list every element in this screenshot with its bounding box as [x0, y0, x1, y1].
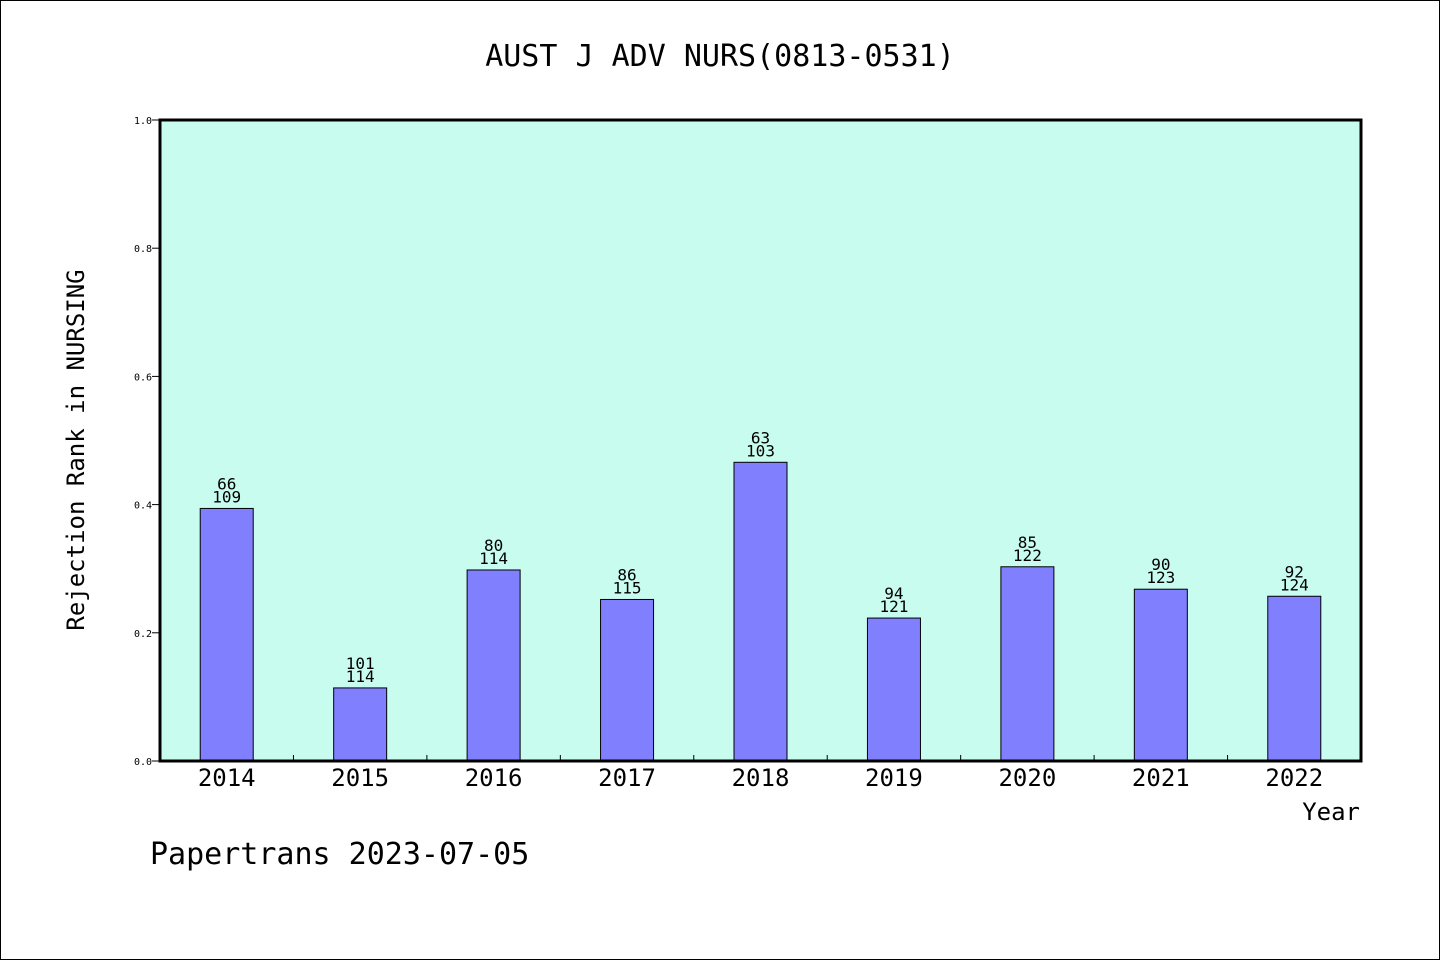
- bar: [866, 617, 921, 762]
- bar-rank-label: 90: [1151, 555, 1170, 574]
- x-tick-label: 2022: [1265, 764, 1323, 792]
- chart-title: AUST J ADV NURS(0813-0531): [485, 39, 955, 74]
- x-tick-label: 2017: [598, 764, 656, 792]
- bar-rank-label: 86: [617, 565, 636, 584]
- bar: [1267, 595, 1322, 762]
- x-tick-label: 2021: [1132, 764, 1190, 792]
- bar-rank-label: 80: [484, 536, 503, 555]
- bar: [333, 687, 388, 762]
- bar: [733, 461, 788, 762]
- x-axis: 2014 2015 2016 2017 2018 2019 2020 2021 2022: [198, 755, 1323, 792]
- y-tick-label: 0.8: [134, 244, 152, 255]
- bar-total-label: 114: [346, 667, 375, 686]
- y-tick-label: 0.0: [134, 757, 152, 768]
- bar-rank-label: 92: [1285, 562, 1304, 581]
- bar-rank-label: 66: [217, 474, 236, 493]
- bar-total-label: 103: [746, 441, 775, 460]
- y-tick-label: 0.6: [134, 372, 152, 383]
- bar: [466, 569, 521, 762]
- x-tick-label: 2019: [865, 764, 923, 792]
- y-axis: 0.0 0.2 0.4 0.6 0.8 1.0: [134, 116, 160, 768]
- x-tick-label: 2020: [998, 764, 1056, 792]
- bar-rank-label: 85: [1018, 533, 1037, 552]
- y-axis-label: Rejection Rank in NURSING: [62, 269, 90, 630]
- bar-total-label: 121: [879, 597, 908, 616]
- bar-rank-label: 101: [346, 654, 375, 673]
- bar-rank-label: 63: [751, 428, 770, 447]
- bar-total-label: 124: [1280, 575, 1309, 594]
- x-tick-label: 2015: [331, 764, 389, 792]
- bar-rank-label: 94: [884, 584, 903, 603]
- bar: [600, 598, 655, 762]
- y-tick-label: 0.4: [134, 501, 152, 512]
- bar-total-label: 114: [479, 549, 508, 568]
- bar: [1000, 566, 1055, 762]
- x-axis-label: Year: [1302, 798, 1360, 826]
- bar: [199, 507, 254, 762]
- footer-credit: Papertrans 2023-07-05: [150, 837, 529, 872]
- y-tick-label: 0.2: [134, 629, 152, 640]
- bar: [1133, 588, 1188, 762]
- x-tick-label: 2018: [732, 764, 790, 792]
- bar-total-label: 122: [1013, 546, 1042, 565]
- bar-total-label: 123: [1146, 568, 1175, 587]
- x-tick-label: 2016: [465, 764, 523, 792]
- bar-total-label: 115: [613, 578, 642, 597]
- x-tick-label: 2014: [198, 764, 256, 792]
- plot-border: [158, 118, 1363, 763]
- bar-total-label: 109: [212, 487, 241, 506]
- y-tick-label: 1.0: [134, 116, 152, 127]
